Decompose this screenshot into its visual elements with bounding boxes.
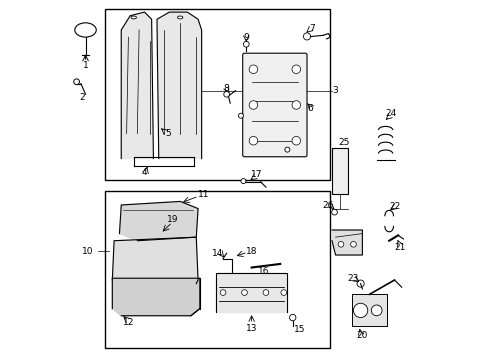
Circle shape bbox=[291, 65, 300, 73]
Circle shape bbox=[241, 290, 247, 296]
Text: 15: 15 bbox=[293, 325, 305, 334]
Text: 7: 7 bbox=[309, 24, 315, 33]
Circle shape bbox=[350, 242, 356, 247]
Text: 4: 4 bbox=[142, 168, 147, 177]
Text: 6: 6 bbox=[307, 104, 313, 113]
Text: 25: 25 bbox=[337, 138, 349, 147]
Text: 9: 9 bbox=[243, 33, 249, 42]
Text: 13: 13 bbox=[245, 324, 257, 333]
Circle shape bbox=[285, 147, 289, 152]
Text: 16: 16 bbox=[258, 267, 269, 276]
Circle shape bbox=[248, 65, 257, 73]
Circle shape bbox=[243, 41, 248, 47]
Polygon shape bbox=[331, 230, 362, 255]
Circle shape bbox=[241, 179, 245, 184]
Text: 21: 21 bbox=[393, 243, 405, 252]
Polygon shape bbox=[112, 278, 200, 316]
Polygon shape bbox=[157, 12, 201, 158]
Circle shape bbox=[289, 314, 295, 321]
Polygon shape bbox=[119, 202, 198, 241]
Text: 8: 8 bbox=[223, 84, 228, 93]
Text: 5: 5 bbox=[164, 129, 170, 138]
Text: 20: 20 bbox=[356, 331, 367, 340]
Text: 12: 12 bbox=[122, 318, 134, 327]
Text: 2: 2 bbox=[79, 93, 84, 102]
Circle shape bbox=[356, 280, 364, 287]
Text: 3: 3 bbox=[332, 86, 338, 95]
Bar bbox=[331, 148, 347, 194]
Ellipse shape bbox=[177, 16, 183, 19]
Circle shape bbox=[291, 101, 300, 109]
Bar bbox=[105, 9, 329, 180]
Circle shape bbox=[238, 113, 243, 118]
Circle shape bbox=[220, 290, 225, 296]
Text: 17: 17 bbox=[251, 170, 262, 179]
Text: 11: 11 bbox=[197, 190, 209, 199]
FancyBboxPatch shape bbox=[242, 53, 306, 157]
Ellipse shape bbox=[75, 23, 96, 37]
Polygon shape bbox=[121, 12, 153, 158]
Text: 19: 19 bbox=[167, 215, 179, 224]
Ellipse shape bbox=[131, 16, 136, 19]
Circle shape bbox=[248, 136, 257, 145]
Bar bbox=[105, 191, 329, 348]
Text: 14: 14 bbox=[212, 249, 223, 258]
Polygon shape bbox=[112, 237, 198, 284]
Circle shape bbox=[353, 303, 367, 318]
Circle shape bbox=[303, 33, 310, 40]
Circle shape bbox=[248, 101, 257, 109]
Text: 24: 24 bbox=[385, 109, 396, 118]
Text: 22: 22 bbox=[388, 202, 399, 211]
Text: 18: 18 bbox=[245, 247, 257, 256]
Circle shape bbox=[370, 305, 381, 316]
Text: 10: 10 bbox=[81, 247, 93, 256]
Circle shape bbox=[331, 209, 337, 215]
Circle shape bbox=[291, 136, 300, 145]
Circle shape bbox=[337, 242, 343, 247]
Circle shape bbox=[263, 290, 268, 296]
Circle shape bbox=[224, 91, 229, 97]
Circle shape bbox=[281, 290, 286, 296]
Bar bbox=[351, 294, 386, 327]
Text: 23: 23 bbox=[347, 274, 358, 283]
Text: 1: 1 bbox=[82, 61, 88, 70]
Polygon shape bbox=[216, 273, 287, 312]
Text: 26: 26 bbox=[322, 201, 333, 210]
Circle shape bbox=[74, 79, 80, 85]
